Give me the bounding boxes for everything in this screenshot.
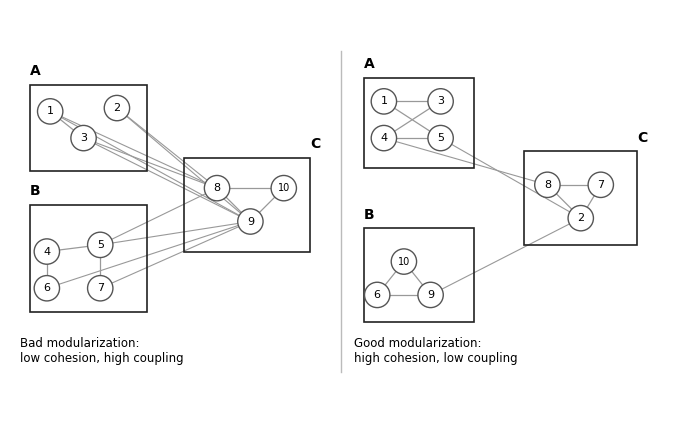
Bar — [364, 78, 474, 168]
Text: 3: 3 — [437, 96, 444, 106]
Text: 2: 2 — [113, 103, 121, 113]
Circle shape — [88, 275, 113, 301]
Circle shape — [391, 249, 417, 274]
Circle shape — [104, 95, 129, 121]
Text: 7: 7 — [597, 180, 604, 190]
Text: Bad modularization:
low cohesion, high coupling: Bad modularization: low cohesion, high c… — [20, 337, 184, 365]
Circle shape — [371, 125, 396, 151]
Text: 5: 5 — [437, 133, 444, 143]
Text: 6: 6 — [44, 283, 50, 293]
Bar — [30, 205, 147, 312]
Text: 3: 3 — [80, 133, 87, 143]
Text: 8: 8 — [213, 183, 221, 193]
Text: B: B — [364, 208, 375, 222]
Text: 1: 1 — [47, 107, 54, 116]
Bar — [30, 85, 147, 171]
Circle shape — [238, 209, 263, 234]
Text: 7: 7 — [97, 283, 104, 293]
Text: 8: 8 — [544, 180, 551, 190]
Text: 4: 4 — [44, 247, 50, 256]
Circle shape — [34, 275, 59, 301]
Bar — [184, 158, 311, 252]
Text: 9: 9 — [427, 290, 434, 300]
Circle shape — [37, 99, 63, 124]
Circle shape — [34, 239, 59, 264]
Circle shape — [371, 89, 396, 114]
Text: A: A — [30, 64, 41, 78]
Text: 2: 2 — [577, 213, 584, 223]
Circle shape — [588, 172, 614, 198]
Circle shape — [204, 176, 229, 201]
Circle shape — [535, 172, 560, 198]
Bar — [364, 228, 474, 321]
Circle shape — [88, 232, 113, 258]
Text: B: B — [30, 184, 41, 198]
Text: 10: 10 — [278, 183, 290, 193]
Text: C: C — [311, 137, 321, 151]
Text: 10: 10 — [398, 257, 410, 266]
Text: 1: 1 — [381, 96, 387, 106]
Text: A: A — [364, 58, 375, 71]
Circle shape — [428, 125, 454, 151]
Text: 6: 6 — [374, 290, 381, 300]
Circle shape — [71, 125, 96, 151]
Text: 4: 4 — [380, 133, 387, 143]
Circle shape — [364, 282, 390, 308]
Circle shape — [418, 282, 443, 308]
Text: C: C — [637, 131, 648, 145]
Text: 5: 5 — [97, 240, 104, 250]
Circle shape — [568, 206, 593, 231]
Circle shape — [271, 176, 296, 201]
Bar — [524, 151, 637, 245]
Text: 9: 9 — [247, 217, 254, 226]
Text: Good modularization:
high cohesion, low coupling: Good modularization: high cohesion, low … — [354, 337, 518, 365]
Circle shape — [428, 89, 454, 114]
